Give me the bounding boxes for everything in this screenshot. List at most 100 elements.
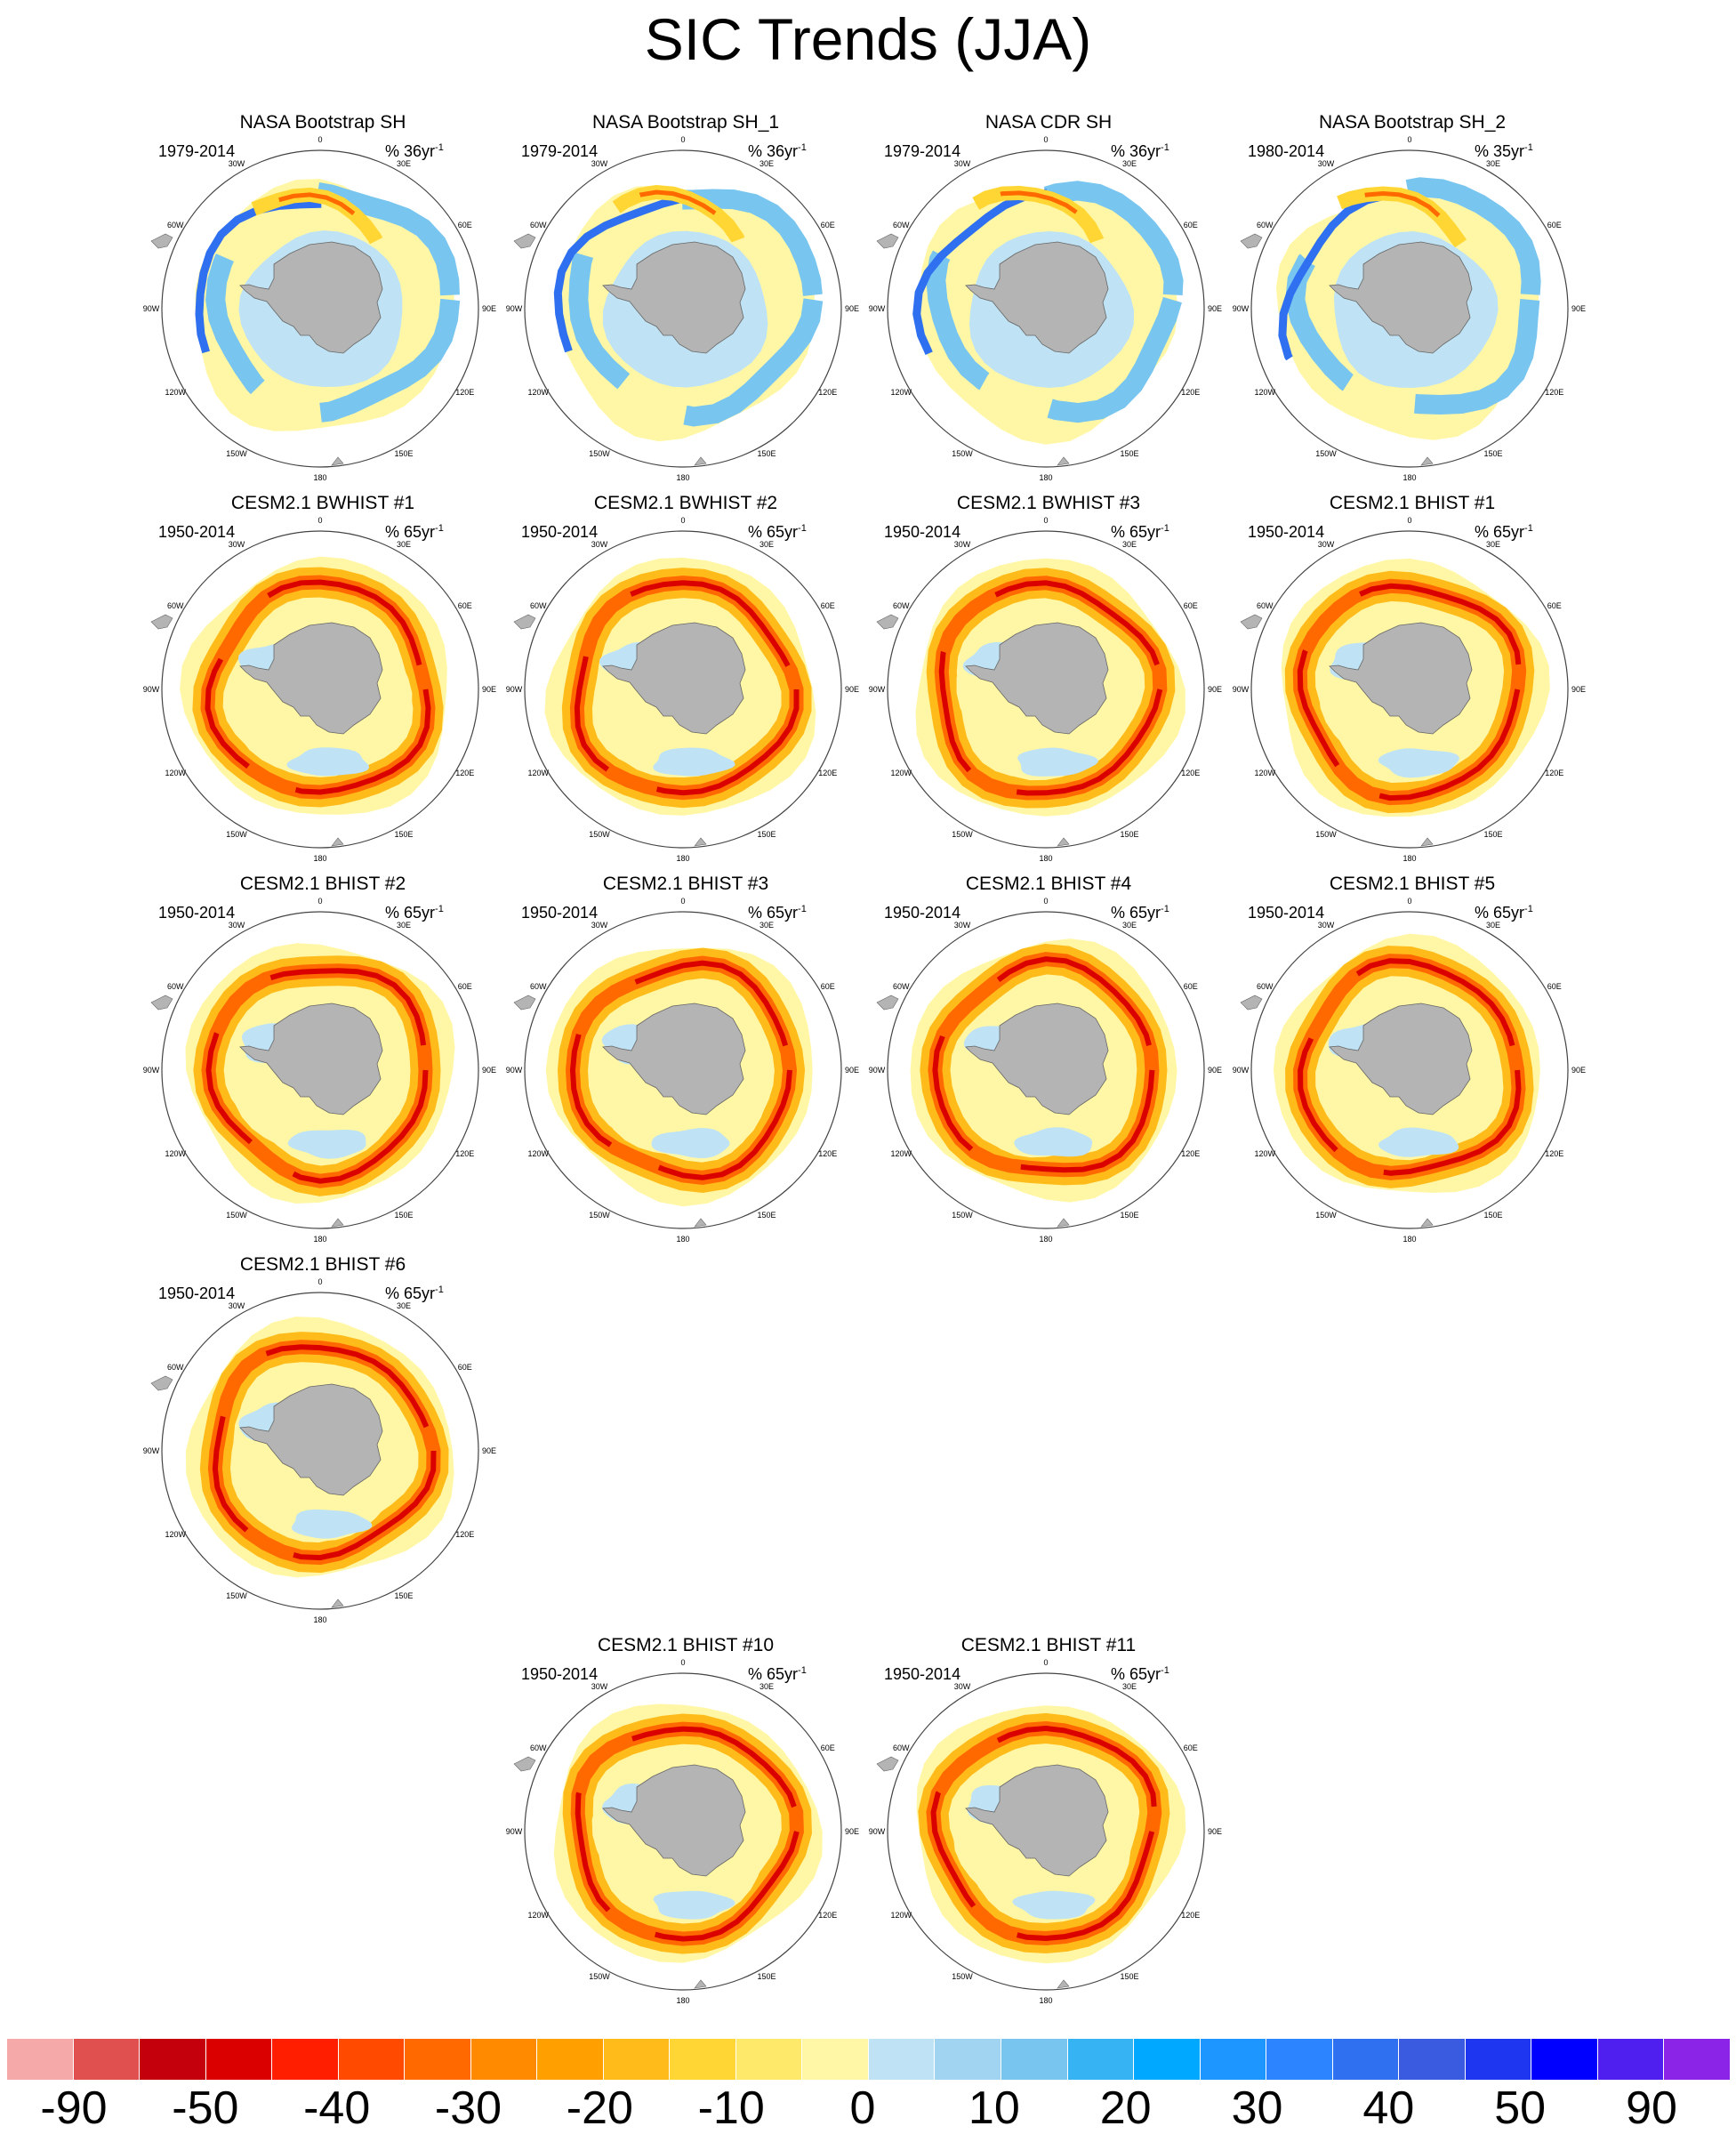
antarctica-landmass xyxy=(965,241,1109,354)
polar-map: 0 30E 60E 90E 120E 150E 180 150W 120W 90W 60W 30W xyxy=(869,135,1222,482)
antarctica-landmass xyxy=(239,1383,383,1496)
south-america-tip xyxy=(876,233,899,249)
longitude-label: 150E xyxy=(1483,449,1502,458)
map-panel: 0 30E 60E 90E 120E 150E 180 150W 120W 90W 60W 30W CE… xyxy=(866,1634,1231,2008)
longitude-label: 120E xyxy=(455,769,474,777)
antarctica-landmass xyxy=(602,622,746,735)
longitude-label: 180 xyxy=(1402,854,1416,863)
panel-units: % 65yr-1 xyxy=(1475,523,1533,541)
longitude-label: 60W xyxy=(1257,601,1274,610)
longitude-label: 90W xyxy=(143,685,160,694)
longitude-label: 60E xyxy=(1184,601,1198,610)
increase-band xyxy=(926,181,1184,423)
panel-period: 1950-2014 xyxy=(521,1665,599,1683)
longitude-label: 30W xyxy=(1318,159,1335,168)
polar-map: 0 30E 60E 90E 120E 150E 180 150W 120W 90W 60W 30W xyxy=(869,516,1222,863)
longitude-label: 90W xyxy=(506,1066,523,1075)
polar-map: 0 30E 60E 90E 120E 150E 180 150W 120W 90W 60W 30W xyxy=(506,1658,859,2005)
map-panel: 0 30E 60E 90E 120E 150E 180 150W 120W 90W 60W 30W CE… xyxy=(866,492,1231,866)
colorbar-box xyxy=(1200,2039,1267,2080)
longitude-label: 60E xyxy=(458,982,472,991)
panel-period: 1979-2014 xyxy=(884,142,961,160)
colorbar-box xyxy=(1332,2039,1400,2080)
longitude-label: 60E xyxy=(458,1363,472,1372)
polar-map: 0 30E 60E 90E 120E 150E 180 150W 120W 90W 60W 30W xyxy=(506,135,859,482)
strong-decrease-band xyxy=(197,192,388,374)
map-panel: 0 30E 60E 90E 120E 150E 180 150W 120W 90W 60W 30W CE… xyxy=(141,1253,505,1627)
new-zealand-island xyxy=(1057,1979,1070,1989)
map-boundary xyxy=(887,149,1205,468)
longitude-label: 0 xyxy=(317,1277,322,1286)
panel-title: CESM2.1 BHIST #4 xyxy=(965,874,1132,894)
longitude-label: 120E xyxy=(455,1530,474,1539)
longitude-label: 30W xyxy=(229,159,245,168)
panel-period: 1950-2014 xyxy=(884,523,961,541)
map-panel: 0 30E 60E 90E 120E 150E 180 150W 120W 90W 60W 30W NA… xyxy=(141,111,505,485)
longitude-label: 0 xyxy=(317,897,322,906)
longitude-label: 60E xyxy=(1184,1743,1198,1752)
longitude-label: 30E xyxy=(760,921,774,930)
longitude-label: 150E xyxy=(1120,1972,1138,1981)
longitude-label: 60W xyxy=(893,601,910,610)
longitude-label: 60E xyxy=(821,1743,835,1752)
longitude-label: 0 xyxy=(680,516,685,525)
polar-map: 0 30E 60E 90E 120E 150E 180 150W 120W 90W 60W 30W xyxy=(143,1277,496,1624)
map-boundary xyxy=(161,149,479,468)
new-zealand-island xyxy=(331,1598,344,1608)
map-panel: 0 30E 60E 90E 120E 150E 180 150W 120W 90W 60W 30W NA… xyxy=(866,111,1231,485)
colorbar-box xyxy=(603,2039,671,2080)
increase-band xyxy=(1285,177,1541,415)
panel-units: % 35yr-1 xyxy=(1475,142,1533,160)
longitude-label: 30E xyxy=(397,540,411,549)
south-america-tip xyxy=(150,995,173,1011)
longitude-label: 60W xyxy=(893,1743,910,1752)
map-panel: 0 30E 60E 90E 120E 150E 180 150W 120W 90W 60W 30W CE… xyxy=(503,873,868,1246)
longitude-label: 30E xyxy=(1486,159,1500,168)
longitude-label: 30E xyxy=(760,540,774,549)
increase-patch xyxy=(1014,1127,1093,1157)
longitude-label: 150E xyxy=(757,1211,776,1220)
longitude-label: 60W xyxy=(530,982,547,991)
colorbar-box xyxy=(1597,2039,1665,2080)
longitude-label: 0 xyxy=(317,135,322,144)
longitude-label: 120W xyxy=(890,388,912,397)
colorbar-tick-label: -10 xyxy=(697,2082,765,2134)
colorbar-tick-label: -20 xyxy=(566,2082,633,2134)
longitude-label: 90W xyxy=(506,1827,523,1836)
longitude-label: 60E xyxy=(1547,982,1562,991)
colorbar-tick-label: 10 xyxy=(968,2082,1020,2134)
strong-increase-band xyxy=(195,199,449,443)
panel-title: CESM2.1 BHIST #11 xyxy=(960,1635,1137,1655)
strong-decrease-ring xyxy=(938,580,1163,796)
panel-title: CESM2.1 BWHIST #1 xyxy=(230,493,415,513)
colorbar-box xyxy=(7,2039,74,2080)
longitude-label: 150E xyxy=(757,830,776,839)
panel-units: % 65yr-1 xyxy=(1111,1665,1169,1683)
strong-decrease-band xyxy=(556,189,747,369)
longitude-label: 90W xyxy=(143,304,160,313)
longitude-label: 60W xyxy=(530,221,547,230)
longitude-label: 120W xyxy=(890,769,912,777)
longitude-label: 30W xyxy=(954,1682,971,1691)
longitude-label: 150W xyxy=(226,830,247,839)
strong-decrease-ring xyxy=(574,580,800,796)
colorbar-tick-label: -40 xyxy=(303,2082,371,2134)
longitude-label: 120E xyxy=(1181,1911,1200,1920)
longitude-label: 150E xyxy=(1120,830,1138,839)
longitude-label: 30E xyxy=(1122,540,1137,549)
longitude-label: 90E xyxy=(1571,685,1586,694)
longitude-label: 120W xyxy=(165,769,186,777)
longitude-label: 30E xyxy=(1122,1682,1137,1691)
strong-decrease-band xyxy=(920,190,1114,370)
longitude-label: 60W xyxy=(530,1743,547,1752)
polar-map: 0 30E 60E 90E 120E 150E 180 150W 120W 90W 60W 30W xyxy=(869,1658,1222,2005)
colorbar-box xyxy=(205,2039,273,2080)
map-panel: 0 30E 60E 90E 120E 150E 180 150W 120W 90W 60W 30W NA… xyxy=(1230,111,1595,485)
longitude-label: 60W xyxy=(167,601,184,610)
longitude-label: 180 xyxy=(676,473,689,482)
south-america-tip xyxy=(1240,233,1263,249)
longitude-label: 30W xyxy=(591,921,608,930)
longitude-label: 120W xyxy=(1254,1149,1275,1158)
map-boundary xyxy=(161,530,479,849)
colorbar-box xyxy=(670,2039,736,2080)
